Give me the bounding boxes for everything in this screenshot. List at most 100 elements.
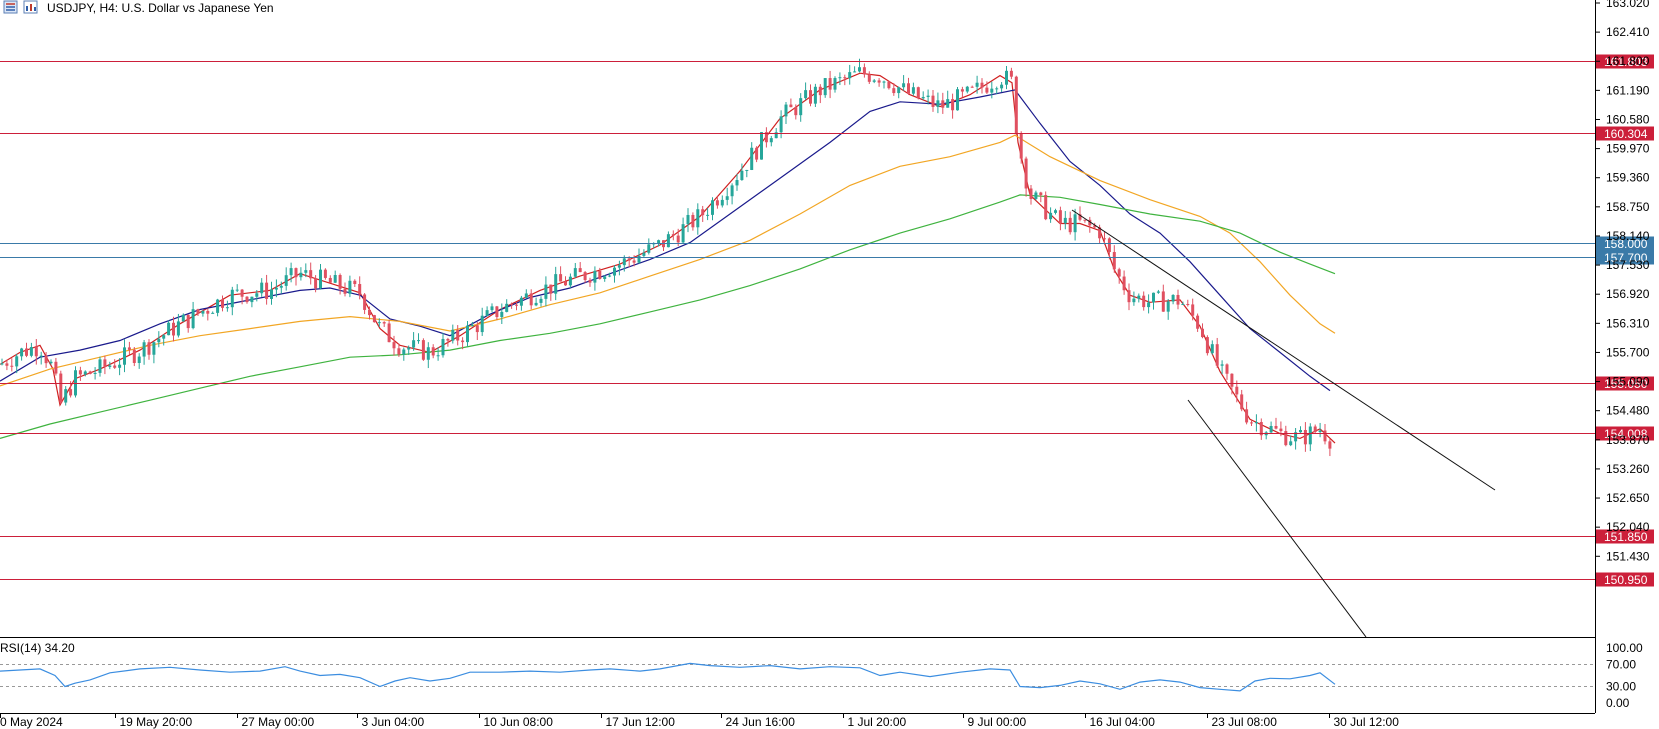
candle-body [1014,76,1018,134]
candle-body [1122,276,1126,291]
candle-body [627,258,631,261]
candle-body [544,284,548,299]
candle-body [1313,426,1317,432]
candle-body [382,322,386,324]
trend-lines[interactable] [1071,209,1496,638]
candle-body [1000,84,1004,89]
candle-body [588,280,592,283]
candle-body [975,82,979,87]
candle-body [49,361,53,364]
list-menu-icon[interactable] [3,0,18,14]
candle-body [897,87,901,94]
candle-body [412,340,416,348]
candle-body [1230,373,1234,387]
candle-body [657,240,661,244]
price-tick-label: 162.410 [1606,25,1650,39]
candle-body [769,138,773,143]
candle-body [936,100,940,107]
candle-body [985,87,989,93]
ma-line-green [0,194,1336,439]
price-tick-label: 155.090 [1606,375,1650,389]
candle-body [451,329,455,341]
candle-body [887,81,891,89]
candle-body [1112,252,1116,270]
price-tick-label: 163.020 [1606,0,1650,10]
candle-body [578,268,582,273]
candle-body [1029,188,1033,199]
candle-body [818,86,822,96]
candle-body [1083,219,1087,221]
candle-body [970,86,974,88]
candle-body [1161,291,1165,312]
candle-body [495,306,499,318]
candle-body [828,78,832,90]
candle-body [1147,302,1151,308]
candle-body [892,88,896,94]
candle-body [74,370,77,396]
candle-body [701,209,705,216]
level-price-tag [1596,126,1654,141]
candle-body [83,371,87,375]
candle-body [902,83,906,88]
candle-body [1196,315,1200,329]
level-price-tag [1596,236,1654,251]
candle-body [500,311,504,318]
candle-body [784,104,788,117]
candle-body [157,338,161,343]
candle-body [1137,295,1141,299]
candle-body [990,88,994,93]
price-tick-label: 152.040 [1606,520,1650,534]
level-price-tag [1596,250,1654,265]
candle-body [1250,422,1253,424]
candle-body [1166,301,1170,312]
price-tick-label: 156.920 [1606,287,1650,301]
candle-body [823,78,827,96]
candle-body [862,67,866,75]
price-tick-label: 156.310 [1606,316,1650,330]
candle-body [1220,364,1224,366]
candle-body [956,89,959,111]
candle-body [1303,429,1307,445]
candle-body [34,347,38,357]
candle-body [279,285,283,288]
candle-body [240,289,244,297]
candle-body [740,170,744,181]
candle-body [1318,430,1322,432]
candle-body [1073,214,1077,233]
candle-body [69,389,73,396]
chart-window-icon[interactable] [23,0,38,14]
candle-body [456,329,460,341]
candle-body [338,275,342,289]
candle-body [779,116,783,133]
candle-body [593,270,597,283]
time-tick-label: 19 May 20:00 [120,715,193,729]
level-price-tag-text: 155.050 [1604,377,1648,391]
candle-body [333,275,337,283]
trend-line[interactable] [1187,399,1367,638]
price-tick-label: 159.360 [1606,171,1650,185]
trend-line[interactable] [1071,209,1496,491]
time-tick-label: 0 May 2024 [0,715,63,729]
level-price-tag-text: 154.008 [1604,427,1648,441]
candle-body [1005,70,1008,85]
candle-body [1274,425,1278,429]
candle-body [191,309,195,329]
candle-body [1063,217,1067,224]
candle-body [946,99,950,108]
candle-body [15,356,19,367]
candle-body [764,132,768,143]
candle-body [965,86,969,92]
candle-body [632,260,636,263]
candle-body [363,294,367,310]
candle-body [1058,210,1062,224]
candle-body [858,67,861,72]
candle-body [774,132,778,139]
rsi-panel: RSI(14) 34.20 100.00 70.00 30.00 0.00 [0,641,1643,710]
candle-body [1215,344,1219,366]
candle-body [25,348,28,356]
candle-body [172,322,175,336]
candle-body [211,312,215,314]
candle-body [1289,441,1293,446]
